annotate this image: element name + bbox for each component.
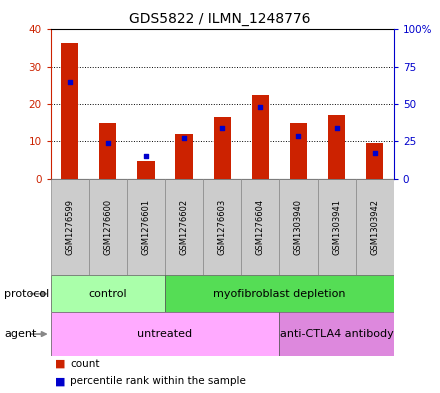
Bar [366,143,383,179]
Text: percentile rank within the sample: percentile rank within the sample [70,376,246,386]
Text: ■: ■ [55,358,66,369]
Point [66,79,73,85]
Bar [51,312,279,356]
Point [257,104,264,110]
Text: GSM1276604: GSM1276604 [256,199,265,255]
Text: GSM1276603: GSM1276603 [218,199,227,255]
Point [371,150,378,156]
Text: count: count [70,358,100,369]
Bar [279,312,394,356]
Bar [279,179,318,275]
Text: GSM1276602: GSM1276602 [180,199,189,255]
Bar [214,117,231,179]
Bar [51,179,89,275]
Bar [51,275,165,312]
Bar [99,123,117,179]
Text: GSM1303941: GSM1303941 [332,199,341,255]
Bar [203,179,241,275]
Point [104,140,111,146]
Bar [328,115,345,179]
Bar [165,179,203,275]
Text: anti-CTLA4 antibody: anti-CTLA4 antibody [280,329,393,339]
Text: control: control [88,289,127,299]
Bar [165,275,394,312]
Bar [127,179,165,275]
Bar [137,161,154,179]
Point [219,125,226,131]
Bar [252,95,269,179]
Bar [356,179,394,275]
Bar [61,42,78,179]
Bar [318,179,356,275]
Point [180,135,187,141]
Bar [176,134,193,179]
Text: GSM1303940: GSM1303940 [294,199,303,255]
Point [295,132,302,139]
Text: GSM1276600: GSM1276600 [103,199,112,255]
Text: ■: ■ [55,376,66,386]
Text: GSM1276601: GSM1276601 [141,199,150,255]
Point [143,153,150,160]
Point [333,125,340,131]
Bar [89,179,127,275]
Text: GDS5822 / ILMN_1248776: GDS5822 / ILMN_1248776 [129,12,311,26]
Text: agent: agent [4,329,37,339]
Text: protocol: protocol [4,289,50,299]
Text: GSM1303942: GSM1303942 [370,199,379,255]
Bar [241,179,279,275]
Text: untreated: untreated [137,329,193,339]
Bar [290,123,307,179]
Text: myofibroblast depletion: myofibroblast depletion [213,289,346,299]
Text: GSM1276599: GSM1276599 [65,199,74,255]
